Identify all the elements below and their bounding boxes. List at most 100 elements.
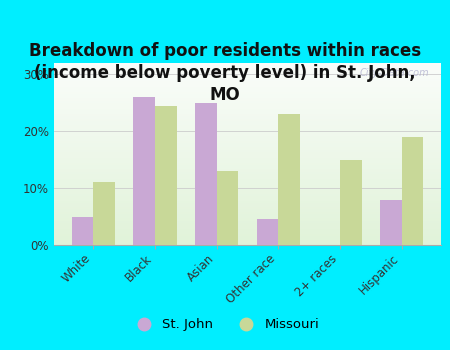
Bar — [54, 110, 441, 112]
Bar — [54, 150, 441, 152]
Bar — [54, 199, 441, 201]
Bar — [155, 106, 176, 245]
Bar — [54, 114, 441, 116]
Bar — [54, 158, 441, 160]
Bar — [54, 125, 441, 127]
Text: City-Data.com: City-Data.com — [360, 69, 429, 78]
Bar — [54, 121, 441, 123]
Bar — [54, 132, 441, 134]
Bar — [402, 137, 423, 245]
Bar — [54, 92, 441, 94]
Bar — [54, 161, 441, 163]
Bar — [54, 96, 441, 98]
Bar — [54, 76, 441, 78]
Bar — [54, 134, 441, 136]
Bar — [54, 181, 441, 183]
Bar — [54, 147, 441, 148]
Bar — [54, 103, 441, 105]
Bar — [54, 223, 441, 225]
Bar — [216, 171, 238, 245]
Bar — [54, 187, 441, 189]
Bar — [54, 214, 441, 216]
Bar — [54, 241, 441, 243]
Bar — [54, 192, 441, 194]
Bar — [54, 230, 441, 232]
Bar — [54, 183, 441, 185]
Bar — [54, 210, 441, 212]
Bar — [54, 174, 441, 176]
Bar — [54, 227, 441, 229]
Bar — [54, 94, 441, 96]
Bar — [54, 194, 441, 196]
Bar — [340, 160, 362, 245]
Bar — [54, 196, 441, 198]
Legend: St. John, Missouri: St. John, Missouri — [125, 313, 325, 336]
Bar — [54, 232, 441, 234]
Bar — [54, 198, 441, 199]
Bar — [54, 99, 441, 101]
Bar — [380, 199, 402, 245]
Bar — [54, 139, 441, 141]
Bar — [93, 182, 115, 245]
Bar — [54, 189, 441, 190]
Bar — [54, 138, 441, 139]
Bar — [54, 212, 441, 214]
Bar — [54, 170, 441, 172]
Bar — [54, 118, 441, 119]
Bar — [54, 167, 441, 169]
Bar — [54, 152, 441, 154]
Bar — [54, 185, 441, 187]
Bar — [54, 243, 441, 245]
Bar — [54, 205, 441, 207]
Bar — [54, 234, 441, 236]
Bar — [54, 221, 441, 223]
Bar — [54, 70, 441, 72]
Bar — [54, 65, 441, 66]
Bar — [54, 154, 441, 156]
Bar — [54, 225, 441, 227]
Bar — [54, 236, 441, 238]
Bar — [279, 114, 300, 245]
Bar — [54, 130, 441, 132]
Bar — [54, 90, 441, 92]
Bar — [54, 63, 441, 65]
Bar — [54, 169, 441, 170]
Bar — [54, 203, 441, 205]
Bar — [54, 209, 441, 210]
Bar — [257, 219, 279, 245]
Bar — [54, 207, 441, 209]
Bar — [54, 89, 441, 90]
Bar — [54, 178, 441, 180]
Bar — [54, 66, 441, 69]
Bar — [54, 123, 441, 125]
Bar — [54, 163, 441, 165]
Bar — [54, 145, 441, 147]
Bar — [54, 72, 441, 74]
Bar — [54, 83, 441, 85]
Bar — [54, 119, 441, 121]
Bar — [54, 141, 441, 143]
Bar — [54, 219, 441, 221]
Bar — [54, 112, 441, 114]
Bar — [54, 98, 441, 99]
Bar — [54, 190, 441, 192]
Bar — [54, 136, 441, 138]
Bar — [54, 218, 441, 219]
Bar — [54, 172, 441, 174]
Bar — [54, 108, 441, 110]
Bar — [54, 101, 441, 103]
Bar — [54, 78, 441, 79]
Bar — [195, 103, 216, 245]
Bar — [54, 180, 441, 181]
Bar — [54, 201, 441, 203]
Text: Breakdown of poor residents within races
(income below poverty level) in St. Joh: Breakdown of poor residents within races… — [29, 42, 421, 104]
Bar — [54, 128, 441, 130]
Bar — [54, 107, 441, 108]
Bar — [54, 176, 441, 178]
Bar — [54, 69, 441, 70]
Bar — [54, 116, 441, 118]
Bar — [54, 105, 441, 107]
Bar — [54, 79, 441, 81]
Bar — [54, 160, 441, 161]
Bar — [54, 239, 441, 241]
